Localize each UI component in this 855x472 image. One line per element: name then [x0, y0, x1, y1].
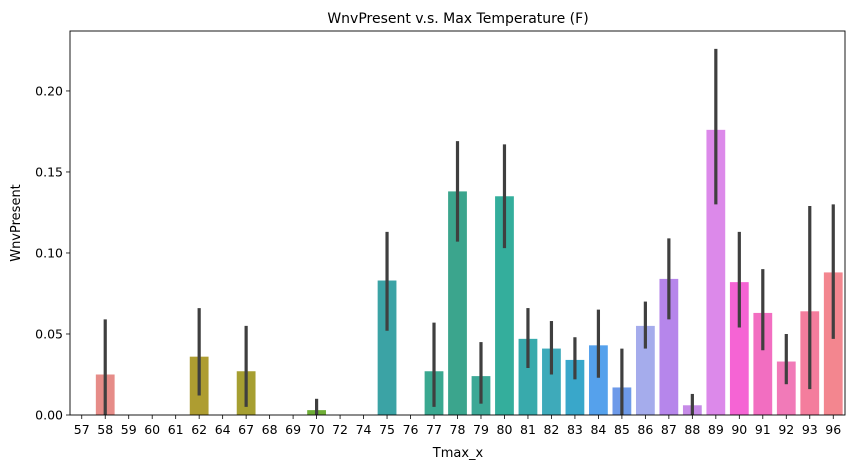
x-tick-label: 89: [708, 422, 724, 437]
x-tick-label: 83: [567, 422, 583, 437]
x-tick-label: 67: [238, 422, 254, 437]
y-tick-label: 0.00: [35, 408, 63, 423]
x-tick-label: 86: [637, 422, 653, 437]
plot-frame: [69, 30, 846, 416]
x-tick-label: 90: [731, 422, 747, 437]
bar-75: [377, 280, 397, 415]
x-tick-label: 93: [802, 422, 818, 437]
y-axis-label: WnvPresent: [9, 184, 24, 262]
bar-80: [495, 196, 514, 415]
x-tick-label: 87: [661, 422, 677, 437]
y-tick-label: 0.10: [35, 245, 63, 260]
x-tick-label: 84: [590, 422, 606, 437]
x-tick-label: 68: [262, 422, 278, 437]
y-tick-label: 0.05: [35, 326, 63, 341]
x-tick-label: 76: [403, 422, 419, 437]
x-tick-label: 81: [520, 422, 536, 437]
bars-group: [95, 129, 843, 415]
x-tick-label: 64: [215, 422, 231, 437]
bar-78: [448, 191, 467, 415]
x-tick-label: 59: [121, 422, 137, 437]
x-tick-label: 80: [497, 422, 513, 437]
bar-84: [589, 345, 608, 415]
x-tick-label: 91: [755, 422, 771, 437]
x-axis-label: Tmax_x: [432, 446, 484, 461]
x-tick-label: 60: [144, 422, 160, 437]
x-tick-label: 75: [379, 422, 395, 437]
x-tick-label: 61: [168, 422, 184, 437]
x-tick-label: 82: [543, 422, 559, 437]
x-tick-label: 74: [356, 422, 372, 437]
x-tick-label: 70: [309, 422, 325, 437]
bar-96: [823, 272, 843, 415]
x-tick-label: 78: [450, 422, 466, 437]
x-tick-label: 77: [426, 422, 442, 437]
x-axis-ticks: 57 58 59 60 61 62 64 67 68 69 70 72 74 75 76 77 78 79 80 81…: [74, 415, 841, 437]
y-tick-label: 0.20: [35, 83, 63, 98]
x-tick-label: 72: [332, 422, 348, 437]
bar-87: [659, 278, 679, 415]
bar-82: [542, 348, 561, 415]
x-tick-label: 92: [778, 422, 794, 437]
bar-89: [706, 129, 726, 415]
x-tick-label: 69: [285, 422, 301, 437]
x-tick-label: 62: [191, 422, 207, 437]
y-tick-label: 0.15: [35, 164, 63, 179]
error-bars-group: [103, 48, 835, 415]
bar-81: [518, 338, 538, 415]
y-axis-ticks: 0.00 0.05 0.10 0.15 0.20: [35, 83, 70, 423]
bar-83: [565, 359, 585, 415]
x-tick-label: 79: [473, 422, 489, 437]
chart-title: WnvPresent v.s. Max Temperature (F): [327, 11, 588, 27]
bar-91: [753, 312, 773, 415]
x-tick-label: 85: [614, 422, 630, 437]
bar-90: [729, 282, 749, 415]
x-tick-label: 96: [825, 422, 841, 437]
x-tick-label: 88: [684, 422, 700, 437]
bar-86: [635, 325, 655, 415]
x-tick-label: 57: [74, 422, 90, 437]
bar-92: [776, 361, 796, 415]
x-tick-label: 58: [97, 422, 113, 437]
